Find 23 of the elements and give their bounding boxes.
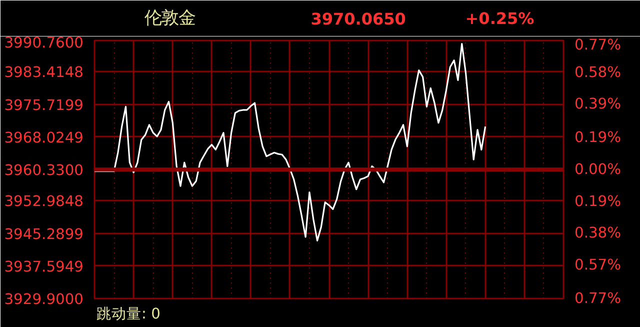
y2-tick-label: 0.00% [574, 161, 622, 178]
y-tick-label: 3937.5949 [4, 258, 84, 276]
y-tick-label: 3929.9000 [4, 291, 84, 308]
chart-title: 伦敦金 [144, 8, 196, 28]
y2-tick-label: 0.39% [574, 96, 622, 113]
text: 3970.0650 [310, 10, 406, 28]
y-tick-label: 3945.2899 [4, 226, 84, 243]
y-tick-label: 3983.4148 [4, 64, 84, 82]
y-tick-label: 3975.7199 [4, 96, 84, 114]
y-tick-label: 3968.0249 [4, 129, 84, 146]
y2-tick-label: 0.38% [574, 224, 622, 242]
y2-tick-label: 0.19% [574, 192, 622, 210]
y-tick-label: 3960.3300 [4, 162, 84, 179]
y2-tick-label: 0.58% [574, 64, 622, 81]
line-series [94, 42, 486, 242]
y2-tick-label: 0.19% [574, 129, 622, 146]
y2-tick-label: 0.57% [574, 256, 622, 274]
y2-tick-label: 0.77% [574, 290, 622, 307]
text: +0.25% [465, 9, 534, 28]
text: 跳动量: 0 [96, 306, 160, 322]
y-tick-label: 3990.7600 [4, 34, 84, 52]
y-tick-label: 3952.9848 [4, 193, 84, 210]
y2-tick-label: 0.77% [574, 36, 622, 54]
